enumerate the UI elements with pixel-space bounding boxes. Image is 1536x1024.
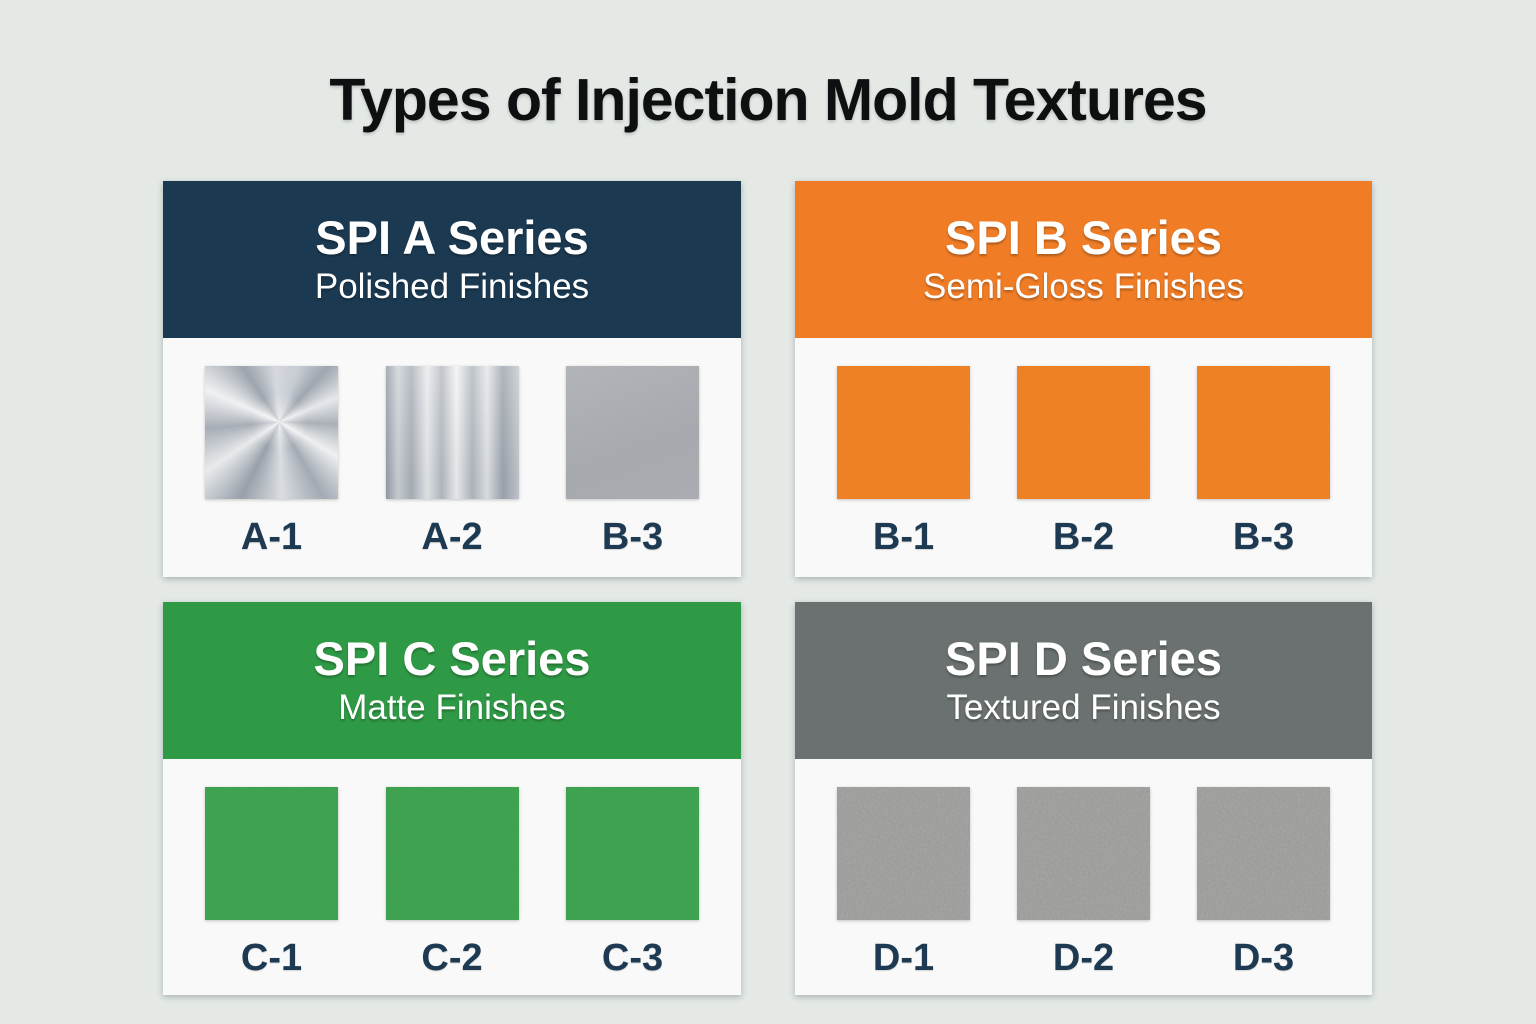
swatch-cell: B-1 <box>837 366 970 577</box>
matte-green-swatch <box>566 787 699 920</box>
panel-spi-a-series: SPI A Series Polished Finishes A-1 A-2 B… <box>163 181 741 577</box>
swatch-cell: A-2 <box>385 366 519 577</box>
panel-spi-b-header: SPI B Series Semi-Gloss Finishes <box>795 181 1372 338</box>
rough-textured-gray-swatch <box>1017 787 1150 920</box>
rough-textured-gray-swatch <box>1197 787 1330 920</box>
swatch-label: A-2 <box>421 516 483 558</box>
panel-spi-a-body: A-1 A-2 B-3 <box>163 338 741 577</box>
swatch-cell: D-3 <box>1197 787 1330 995</box>
panel-spi-b-subtitle: Semi-Gloss Finishes <box>923 266 1244 306</box>
panel-spi-a-subtitle: Polished Finishes <box>314 266 590 306</box>
panel-spi-a-header: SPI A Series Polished Finishes <box>163 181 741 338</box>
swatch-label: C-2 <box>421 937 483 979</box>
matte-green-swatch <box>385 787 519 920</box>
panel-spi-c-header: SPI C Series Matte Finishes <box>163 602 741 759</box>
swatch-cell: D-1 <box>837 787 970 995</box>
swatch-label: B-3 <box>601 516 664 558</box>
panel-spi-d-header: SPI D Series Textured Finishes <box>795 602 1372 759</box>
panel-spi-c-body: C-1 C-2 C-3 <box>163 759 741 995</box>
matte-green-swatch <box>205 787 338 920</box>
panel-spi-d-series: SPI D Series Textured Finishes D-1 D-2 <box>795 602 1372 995</box>
swatch-label: A-1 <box>240 516 303 558</box>
swatch-label: D-3 <box>1232 937 1295 979</box>
swatch-label: D-2 <box>1052 937 1115 979</box>
swatch-label: B-1 <box>872 516 935 558</box>
panel-spi-d-title: SPI D Series <box>945 631 1222 685</box>
panel-spi-b-series: SPI B Series Semi-Gloss Finishes B-1 B-2 <box>795 181 1372 577</box>
panel-spi-d-body: D-1 D-2 D-3 <box>795 759 1372 995</box>
panel-spi-c-series: SPI C Series Matte Finishes C-1 C-2 C- <box>163 602 741 995</box>
rough-textured-gray-swatch <box>837 787 970 920</box>
texture-panels-grid: SPI A Series Polished Finishes A-1 A-2 B… <box>163 181 1372 995</box>
swatch-cell: B-3 <box>1197 366 1330 577</box>
swatch-cell: B-3 <box>566 366 699 577</box>
panel-spi-c-title: SPI C Series <box>313 631 591 685</box>
panel-spi-b-title: SPI B Series <box>945 210 1222 264</box>
swatch-label: C-1 <box>240 937 303 979</box>
swatch-label: B-3 <box>1232 516 1295 558</box>
spin-polished-swatch <box>205 366 338 499</box>
swatch-cell: D-2 <box>1017 787 1150 995</box>
swatch-label: C-3 <box>601 937 664 979</box>
brushed-silver-swatch <box>385 366 519 499</box>
semi-gloss-orange-swatch <box>837 366 970 499</box>
panel-spi-b-body: B-1 B-2 B-3 <box>795 338 1372 577</box>
swatch-label: D-1 <box>872 937 935 979</box>
swatch-label: B-2 <box>1052 516 1115 558</box>
panel-spi-c-subtitle: Matte Finishes <box>338 687 566 727</box>
page-title: Types of Injection Mold Textures <box>329 67 1207 133</box>
semi-gloss-orange-swatch <box>1197 366 1330 499</box>
semi-gloss-orange-swatch <box>1017 366 1150 499</box>
panel-spi-a-title: SPI A Series <box>315 210 589 264</box>
swatch-cell: A-1 <box>205 366 338 577</box>
panel-spi-d-subtitle: Textured Finishes <box>946 687 1221 727</box>
flat-silver-swatch <box>566 366 699 499</box>
swatch-cell: B-2 <box>1017 366 1150 577</box>
swatch-cell: C-2 <box>385 787 519 995</box>
swatch-cell: C-3 <box>566 787 699 995</box>
swatch-cell: C-1 <box>205 787 338 995</box>
